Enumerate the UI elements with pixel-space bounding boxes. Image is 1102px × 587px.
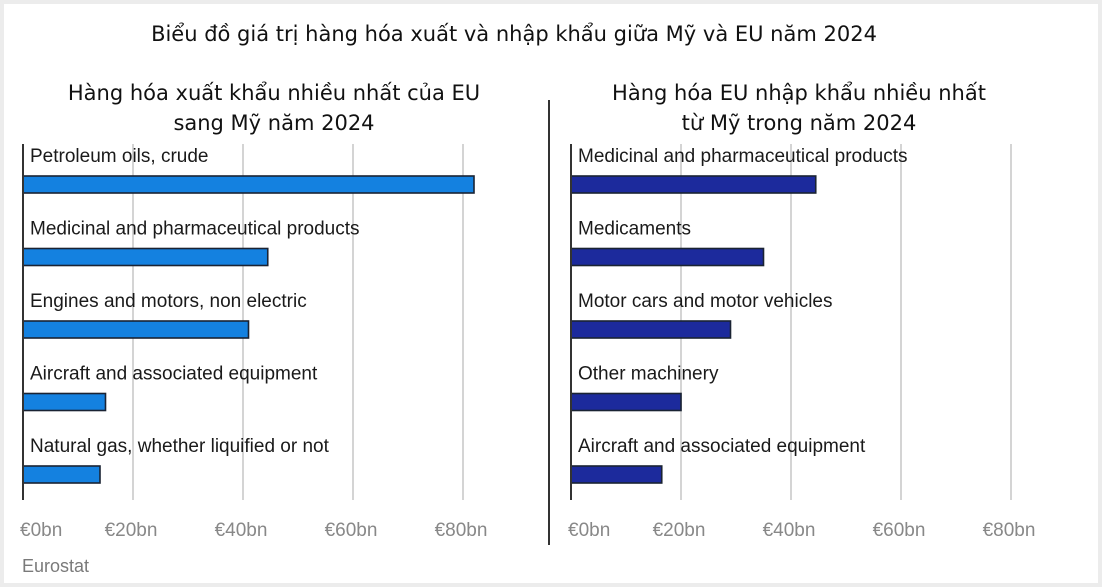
right-bar [570,175,817,194]
left-chart-title-line-2: sang Mỹ năm 2024 [173,111,375,135]
main-title: Biểu đồ giá trị hàng hóa xuất và nhập kh… [151,22,877,46]
right-bar [570,247,765,267]
chart-canvas: Biểu đồ giá trị hàng hóa xuất và nhập kh… [4,4,1098,583]
left-x-tick-label: €40bn [215,520,268,541]
left-chart-title: Hàng hóa xuất khẩu nhiều nhất của EU san… [14,78,534,138]
right-category-label: Medicinal and pharmaceutical products [578,146,908,167]
right-x-tick-label: €80bn [983,520,1036,541]
right-chart-title-line-1: Hàng hóa EU nhập khẩu nhiều nhất [612,81,986,105]
right-x-tick-label: €60bn [873,520,926,541]
right-chart-title-line-2: từ Mỹ trong năm 2024 [681,111,917,135]
left-category-label: Natural gas, whether liquified or not [30,436,330,457]
right-x-tick-label: €0bn [568,520,610,541]
left-x-tick-label: €80bn [435,520,488,541]
right-bar [570,392,682,412]
right-category-label: Aircraft and associated equipment [578,436,866,457]
right-bar-chart: €0bn €20bn €40bn €60bn €80bn Medicinal and ph… [568,144,1036,541]
right-bar [570,465,663,484]
right-category-label: Medicaments [578,219,691,240]
left-bar-chart: €0bn €20bn €40bn €60bn €80bn Petroleum oils, … [20,144,488,541]
right-bar [570,320,732,339]
left-x-tick-label: €60bn [325,520,378,541]
left-category-label: Aircraft and associated equipment [30,364,318,385]
chart-divider [548,100,550,545]
left-category-label: Engines and motors, non electric [30,291,307,312]
right-chart-title: Hàng hóa EU nhập khẩu nhiều nhất từ Mỹ t… [544,78,1054,138]
left-category-label: Medicinal and pharmaceutical products [30,219,360,240]
right-x-tick-label: €20bn [653,520,706,541]
left-category-label: Petroleum oils, crude [30,146,208,167]
right-category-label: Motor cars and motor vehicles [578,291,833,312]
right-x-tick-label: €40bn [763,520,816,541]
left-x-tick-label: €0bn [20,520,62,541]
right-category-label: Other machinery [578,364,719,385]
left-chart-title-line-1: Hàng hóa xuất khẩu nhiều nhất của EU [67,81,481,105]
source-label: Eurostat [22,556,90,576]
left-x-tick-label: €20bn [105,520,158,541]
